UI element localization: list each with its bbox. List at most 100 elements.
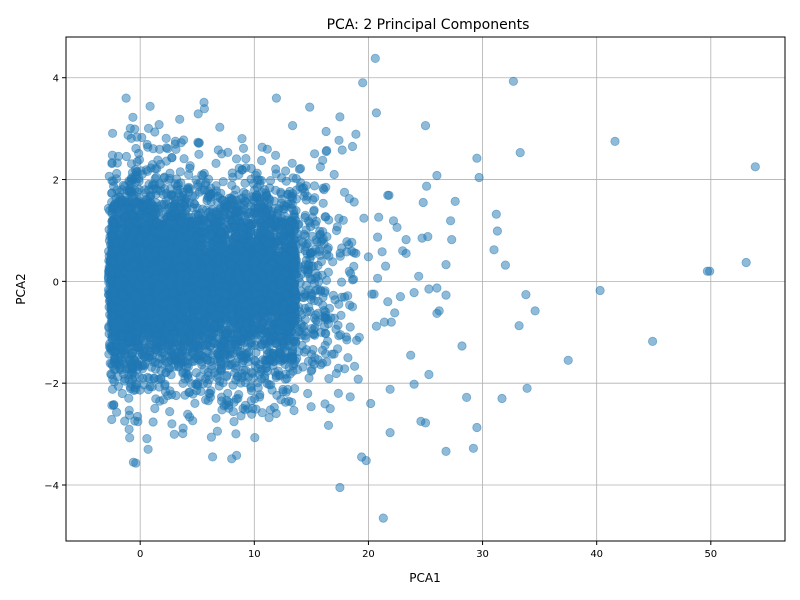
- data-point: [307, 290, 317, 300]
- data-point: [342, 237, 352, 247]
- data-point: [301, 255, 311, 265]
- data-point: [349, 361, 360, 371]
- data-point: [167, 419, 177, 429]
- data-point: [121, 93, 131, 103]
- data-point: [180, 373, 190, 384]
- data-point: [180, 390, 190, 400]
- data-point: [257, 408, 267, 418]
- data-point: [143, 444, 153, 454]
- data-point: [126, 179, 136, 189]
- data-point: [171, 144, 181, 154]
- data-point: [218, 177, 228, 187]
- data-point: [301, 225, 311, 235]
- data-point: [194, 149, 204, 159]
- data-point: [349, 261, 359, 271]
- data-point: [147, 382, 157, 392]
- data-point: [287, 121, 298, 131]
- data-point: [175, 167, 185, 177]
- data-point: [105, 341, 115, 351]
- data-point: [291, 185, 301, 195]
- data-point: [314, 246, 324, 256]
- data-point: [221, 371, 232, 382]
- data-point: [344, 194, 354, 204]
- data-point: [246, 163, 256, 174]
- data-point: [161, 133, 171, 143]
- data-point: [299, 191, 309, 201]
- data-point: [306, 402, 316, 412]
- data-point: [188, 356, 198, 366]
- data-point: [190, 398, 200, 408]
- data-point: [197, 204, 208, 214]
- data-point: [121, 151, 132, 162]
- data-point: [250, 394, 260, 404]
- data-point: [301, 280, 311, 291]
- data-point: [150, 127, 160, 137]
- data-point: [130, 124, 140, 134]
- data-point: [269, 196, 279, 206]
- data-point: [328, 290, 338, 300]
- data-point: [325, 403, 335, 414]
- data-point: [178, 428, 188, 439]
- data-point: [298, 362, 308, 372]
- data-point: [124, 393, 134, 403]
- data-point: [175, 114, 185, 124]
- data-point: [305, 102, 315, 112]
- data-point: [318, 198, 328, 208]
- data-point: [311, 216, 321, 226]
- data-point: [310, 273, 321, 283]
- data-point: [343, 291, 353, 301]
- data-point: [304, 264, 314, 275]
- data-point: [179, 154, 189, 164]
- data-point: [303, 356, 314, 366]
- data-point: [128, 112, 138, 122]
- scatter-points: [103, 53, 760, 523]
- data-point: [154, 120, 164, 130]
- data-point: [323, 267, 333, 277]
- data-point: [289, 405, 299, 416]
- data-point: [345, 322, 355, 332]
- data-point: [214, 381, 224, 391]
- data-point: [309, 181, 320, 191]
- data-point: [309, 205, 319, 215]
- data-point: [207, 364, 217, 374]
- data-point: [309, 149, 320, 159]
- data-point: [294, 164, 304, 174]
- data-point: [287, 158, 297, 168]
- data-point: [238, 143, 249, 153]
- data-point: [211, 413, 221, 423]
- data-point: [124, 424, 134, 434]
- data-point: [231, 154, 242, 164]
- data-point: [148, 417, 158, 427]
- data-point: [335, 248, 345, 258]
- data-point: [237, 134, 247, 144]
- data-point: [248, 403, 258, 414]
- data-point: [321, 275, 332, 285]
- data-point: [176, 192, 186, 202]
- data-point: [206, 432, 216, 442]
- data-point: [306, 366, 316, 376]
- data-point: [298, 237, 308, 247]
- data-point: [132, 157, 142, 167]
- data-point: [303, 388, 313, 399]
- data-point: [331, 368, 341, 379]
- data-point: [255, 199, 266, 209]
- data-point: [336, 277, 347, 287]
- data-point: [193, 109, 203, 119]
- data-point: [336, 310, 346, 320]
- data-point: [117, 388, 127, 399]
- data-point: [301, 345, 312, 355]
- data-point: [212, 426, 222, 436]
- data-point: [280, 166, 291, 176]
- data-point: [303, 216, 314, 226]
- data-point: [120, 416, 130, 426]
- data-point: [241, 154, 251, 164]
- data-point: [211, 158, 221, 168]
- data-point: [228, 406, 238, 417]
- data-point: [107, 414, 117, 425]
- data-point: [250, 432, 260, 443]
- data-point: [145, 101, 155, 111]
- data-point: [163, 144, 173, 154]
- data-point: [231, 429, 241, 439]
- data-point: [125, 433, 135, 443]
